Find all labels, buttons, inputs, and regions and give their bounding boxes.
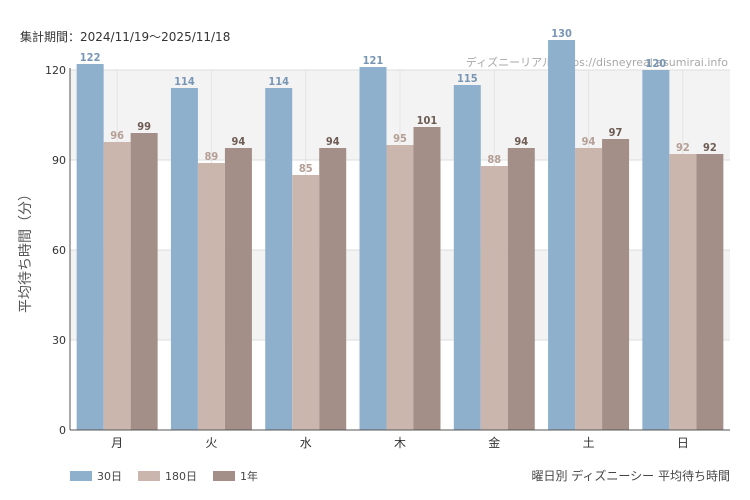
- bar-value-label: 92: [676, 141, 690, 154]
- bar-value-label: 95: [393, 132, 407, 145]
- legend-label-180d: 180日: [165, 470, 197, 483]
- bar-value-label: 97: [609, 126, 623, 139]
- bar-value-label: 94: [232, 135, 246, 148]
- bar-value-label: 92: [703, 141, 717, 154]
- bar-value-label: 99: [137, 120, 151, 133]
- legend-item-30d[interactable]: 30日: [70, 468, 122, 484]
- chart-caption: 曜日別 ディズニーシー 平均待ち時間: [531, 469, 730, 483]
- bar-1: [480, 166, 508, 430]
- bar-value-label: 120: [646, 57, 667, 70]
- bar-0: [642, 70, 670, 430]
- y-tick-label: 0: [59, 424, 66, 437]
- bar-value-label: 85: [299, 162, 313, 175]
- x-tick-label: 土: [583, 436, 595, 450]
- x-tick-label: 火: [205, 436, 217, 450]
- legend-item-180d[interactable]: 180日: [138, 468, 197, 484]
- bar-1: [669, 154, 697, 430]
- legend-label-1y: 1年: [240, 470, 258, 483]
- bar-2: [413, 127, 441, 430]
- bar-value-label: 114: [268, 75, 289, 88]
- bar-0: [548, 40, 576, 430]
- legend-swatch-1y: [213, 471, 235, 481]
- bar-value-label: 101: [417, 114, 438, 127]
- x-tick-label: 金: [488, 435, 500, 450]
- bar-1: [575, 148, 603, 430]
- bar-0: [453, 85, 481, 430]
- legend-label-30d: 30日: [97, 470, 122, 483]
- y-tick-label: 60: [52, 244, 66, 257]
- bar-0: [359, 67, 387, 430]
- y-tick-label: 120: [45, 64, 66, 77]
- bar-1: [197, 163, 225, 430]
- legend-swatch-30d: [70, 471, 92, 481]
- legend-item-1y[interactable]: 1年: [213, 468, 258, 484]
- bar-2: [507, 148, 535, 430]
- bar-0: [170, 88, 198, 430]
- bar-value-label: 115: [457, 72, 478, 85]
- bar-2: [130, 133, 158, 430]
- bar-2: [602, 139, 630, 430]
- bar-0: [265, 88, 293, 430]
- y-tick-label: 30: [52, 334, 66, 347]
- bar-value-label: 88: [487, 153, 501, 166]
- x-tick-label: 日: [677, 436, 689, 450]
- bar-2: [319, 148, 347, 430]
- bar-2: [224, 148, 252, 430]
- bar-value-label: 121: [363, 54, 384, 67]
- bar-value-label: 122: [80, 51, 101, 64]
- site-watermark: ディズニーリアル https://disneyreal.asumirai.inf…: [465, 56, 728, 69]
- bar-value-label: 89: [205, 150, 219, 163]
- bar-1: [292, 175, 320, 430]
- x-tick-label: 月: [111, 436, 123, 450]
- period-label: 集計期間：2024/11/19〜2025/11/18: [20, 30, 231, 44]
- bar-1: [103, 142, 131, 430]
- legend-swatch-180d: [138, 471, 160, 481]
- bar-value-label: 96: [110, 129, 124, 142]
- chart-legend: 30日 180日 1年: [70, 468, 258, 484]
- bar-value-label: 94: [514, 135, 528, 148]
- x-tick-label: 水: [300, 436, 312, 450]
- bar-value-label: 114: [174, 75, 195, 88]
- bar-0: [76, 64, 104, 430]
- bar-value-label: 130: [551, 27, 572, 40]
- bar-1: [386, 145, 414, 430]
- bar-value-label: 94: [582, 135, 596, 148]
- y-tick-label: 90: [52, 154, 66, 167]
- bar-value-label: 94: [326, 135, 340, 148]
- bar-2: [696, 154, 724, 430]
- x-tick-label: 木: [394, 436, 406, 450]
- y-axis-title: 平均待ち時間（分）: [18, 187, 34, 313]
